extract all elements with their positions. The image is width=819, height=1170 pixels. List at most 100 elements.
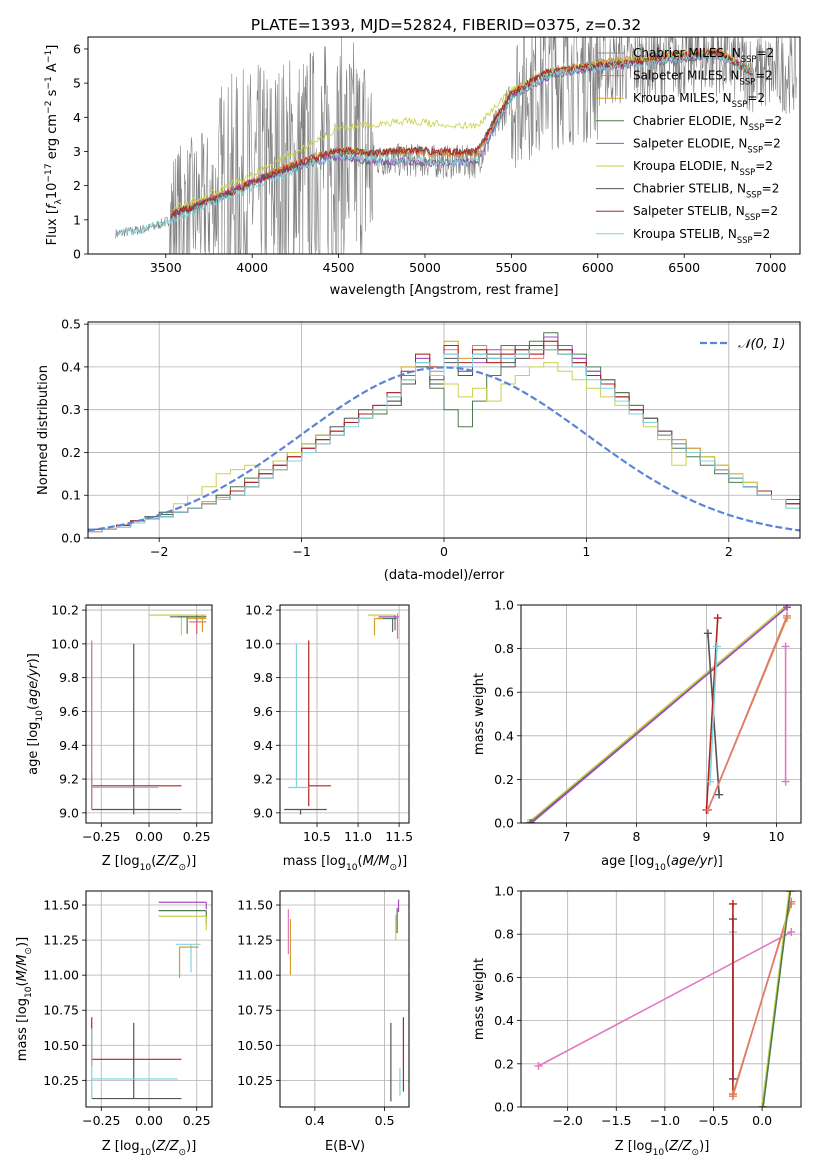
plot-area	[284, 613, 400, 815]
x-axis-label: age [log10(age/yr)]	[601, 854, 723, 873]
legend: 𝒩(0, 1)	[700, 337, 785, 352]
plot-area	[534, 891, 796, 1107]
plus-marker	[713, 614, 722, 623]
x-tick-label: 9	[703, 829, 711, 844]
plus-marker	[786, 891, 795, 895]
data-point	[378, 615, 400, 631]
y-tick-label: 9.8	[253, 670, 273, 685]
series-line	[527, 605, 788, 823]
y-tick-label: 11.00	[237, 968, 273, 983]
y-tick-label: 11.00	[43, 968, 79, 983]
y-tick-label: 0	[73, 247, 81, 262]
y-tick-label: 11.25	[43, 933, 79, 948]
histogram-step	[88, 349, 800, 533]
series-line	[530, 606, 788, 823]
y-tick-label: 9.6	[59, 704, 79, 719]
y-tick-label: 10.2	[51, 603, 79, 618]
y-tick-label: 0.4	[494, 1013, 514, 1028]
legend-entry: Salpeter STELIB, NSSP=2	[633, 204, 778, 222]
data-point	[158, 901, 207, 910]
series-line	[732, 901, 793, 1097]
y-tick-label: 1	[73, 212, 81, 227]
y-axis-label: age [log10(age/yr)]	[26, 653, 45, 775]
x-tick-label: 0.00	[135, 1113, 163, 1128]
x-tick-label: 1	[582, 544, 590, 559]
legend-entry: Salpeter MILES, NSSP=2	[633, 69, 773, 87]
series-line	[117, 52, 754, 238]
y-tick-label: 0.2	[494, 772, 514, 787]
y-tick-label: 5	[73, 76, 81, 91]
weight-series	[781, 642, 790, 786]
y-tick-label: 10.75	[237, 1003, 273, 1018]
y-tick-label: 9.2	[253, 772, 273, 787]
y-tick-label: 11.25	[237, 933, 273, 948]
data-point	[91, 643, 182, 815]
plus-marker	[534, 1061, 543, 1070]
weight-series	[534, 928, 796, 1070]
data-point	[91, 1022, 182, 1100]
y-tick-label: 10.75	[43, 1003, 79, 1018]
y-tick-label: 0.0	[61, 531, 81, 546]
series-line	[170, 49, 753, 219]
plus-marker	[783, 611, 791, 620]
x-tick-label: 0.4	[305, 1113, 325, 1128]
y-tick-label: 0.6	[494, 970, 514, 985]
observed-spectrum-line	[115, 37, 797, 254]
y-tick-label: 0.3	[61, 402, 81, 417]
plus-marker	[758, 1103, 767, 1107]
y-tick-label: 0.4	[61, 359, 81, 374]
axes-frame	[87, 321, 801, 539]
panel-age_vs_mass: 10.5 11.0 11.5 9.0 9.2 9.4 9.6 9.8 10.0 10.2 mass …	[245, 603, 413, 873]
data-point	[288, 643, 309, 789]
series-line	[538, 931, 792, 1067]
y-axis-label: Normed distribution	[36, 365, 51, 495]
y-tick-label: 11.50	[43, 898, 79, 913]
y-tick-label: 0.6	[494, 685, 514, 700]
x-tick-label: 6000	[582, 260, 614, 275]
x-tick-label: 6500	[668, 260, 700, 275]
x-tick-label: 5000	[409, 260, 441, 275]
plot-area	[91, 614, 207, 815]
x-axis-label: E(B-V)	[325, 1139, 365, 1154]
plot-area	[88, 332, 800, 533]
y-tick-label: 0.8	[494, 927, 514, 942]
data-point	[170, 616, 207, 634]
weight-series	[758, 891, 794, 1107]
x-tick-label: 2	[725, 544, 733, 559]
x-tick-label: −0.25	[82, 829, 120, 844]
y-tick-label: 9.8	[59, 670, 79, 685]
x-tick-label: 5500	[495, 260, 527, 275]
legend-entry: Kroupa MILES, NSSP=2	[633, 91, 765, 109]
weight-series	[524, 605, 791, 823]
data-point	[187, 615, 207, 633]
y-tick-label: 11.50	[237, 898, 273, 913]
y-tick-label: 10.2	[245, 603, 273, 618]
plot-area	[287, 899, 405, 1102]
data-point	[284, 808, 327, 815]
figure-title: PLATE=1393, MJD=52824, FIBERID=0375, z=0…	[251, 16, 641, 34]
x-tick-label: −0.5	[698, 1113, 728, 1128]
series-line	[761, 891, 791, 1107]
plus-marker	[728, 899, 737, 908]
series-line	[709, 646, 718, 782]
x-tick-label: 0	[440, 544, 448, 559]
plot-area	[91, 901, 207, 1100]
plus-marker	[703, 629, 712, 638]
y-tick-label: 0.2	[494, 1056, 514, 1071]
series-line	[762, 891, 792, 1107]
data-point	[158, 915, 207, 931]
y-tick-label: 0.4	[494, 728, 514, 743]
y-tick-label: 9.0	[253, 805, 273, 820]
x-tick-label: 0.00	[135, 829, 163, 844]
data-point	[189, 621, 207, 633]
plus-marker	[706, 777, 714, 786]
panel-mass_vs_ebv: 0.4 0.5 10.25 10.50 10.75 11.00 11.25 11.50 E(B-…	[237, 890, 410, 1154]
x-tick-label: −2	[150, 544, 168, 559]
plus-marker	[527, 819, 536, 823]
plus-marker	[713, 642, 721, 651]
y-tick-label: 4	[73, 110, 81, 125]
x-tick-label: 10.5	[303, 829, 331, 844]
x-axis-label: mass [log10(M/M⊙)]	[283, 854, 407, 873]
y-tick-label: 9.0	[59, 805, 79, 820]
x-tick-label: 0.0	[752, 1113, 772, 1128]
